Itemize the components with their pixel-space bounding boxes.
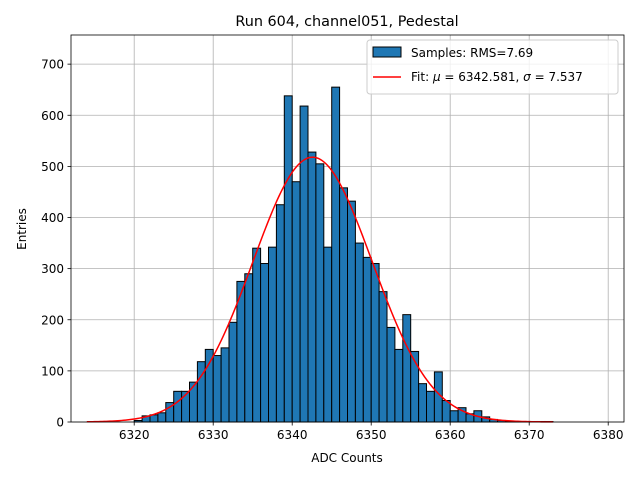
x-tick-label: 6370 [514, 428, 545, 442]
histogram-bar [426, 390, 435, 423]
histogram-bar [354, 242, 364, 423]
histogram-bar [204, 348, 214, 423]
histogram-bar [157, 412, 167, 423]
histogram-bar [449, 410, 459, 423]
fit-label-segment: σ [523, 70, 531, 84]
histogram-bar [347, 200, 356, 423]
histogram-bar [260, 263, 270, 423]
x-axis-label: ADC Counts [311, 451, 383, 465]
histogram-bar [307, 151, 317, 423]
x-tick-label: 6320 [119, 428, 150, 442]
legend: Samples: RMS=7.69 Fit: μ = 6342.581, σ =… [366, 39, 619, 95]
histogram-bar [323, 246, 333, 423]
x-tick-label: 6380 [593, 428, 624, 442]
legend-histogram-swatch [372, 46, 402, 58]
y-tick-label: 200 [41, 313, 64, 327]
y-tick-label: 0 [56, 416, 64, 430]
legend-histogram-label: Samples: RMS=7.69 [411, 46, 533, 60]
histogram-bar [268, 246, 277, 423]
y-axis-label: Entries [15, 208, 29, 250]
x-tick-label: 6360 [435, 428, 466, 442]
x-tick-label: 6350 [356, 428, 387, 442]
fit-label-segment: = 6342.581, [441, 70, 524, 84]
chart-title: Run 604, channel051, Pedestal [235, 14, 458, 30]
histogram-bar [189, 381, 198, 423]
y-tick-label: 500 [41, 160, 64, 174]
histogram-bar [441, 400, 451, 423]
histogram-bar [394, 348, 404, 423]
histogram-bar [402, 314, 412, 423]
histogram-bar [181, 390, 191, 423]
plot-frame [70, 34, 625, 423]
x-tick-label: 6340 [277, 428, 308, 442]
legend-fit-label: Fit: μ = 6342.581, σ = 7.537 [411, 70, 583, 84]
histogram-bar [331, 86, 341, 423]
legend-box [366, 39, 619, 95]
y-tick-label: 300 [41, 262, 64, 276]
histogram-bar [299, 105, 309, 423]
histogram-bar [378, 291, 388, 423]
histogram-bar [212, 355, 222, 423]
fit-label-segment: = 7.537 [531, 70, 583, 84]
histogram-bar [220, 347, 230, 423]
histogram-bar [370, 263, 380, 423]
y-axis-ticks: 0 100 200 300 400 500 600 700 [41, 58, 71, 430]
histogram-bar [291, 181, 301, 423]
histogram-bar [315, 163, 325, 423]
y-tick-label: 700 [41, 58, 64, 72]
fit-label-segment: μ [432, 70, 441, 84]
histogram-bar [283, 95, 293, 423]
histogram-bar [244, 273, 254, 423]
x-axis-ticks: 6320 6330 6340 6350 6360 6370 6380 [119, 422, 624, 442]
histogram-bars [133, 86, 554, 423]
histogram-bar [339, 187, 349, 423]
histogram-bar [173, 390, 183, 423]
y-tick-label: 100 [41, 364, 64, 378]
histogram-bar [418, 383, 428, 423]
y-tick-label: 400 [41, 211, 64, 225]
x-tick-label: 6330 [198, 428, 229, 442]
histogram-bar [386, 326, 396, 423]
y-tick-label: 600 [41, 109, 64, 123]
histogram-bar [275, 204, 285, 423]
fit-curve-group [86, 156, 553, 423]
fit-label-segment: Fit: [411, 70, 433, 84]
histogram-bar [362, 256, 372, 423]
histogram-bar [252, 247, 262, 423]
histogram-bar [228, 321, 238, 423]
fit-curve [86, 156, 553, 423]
